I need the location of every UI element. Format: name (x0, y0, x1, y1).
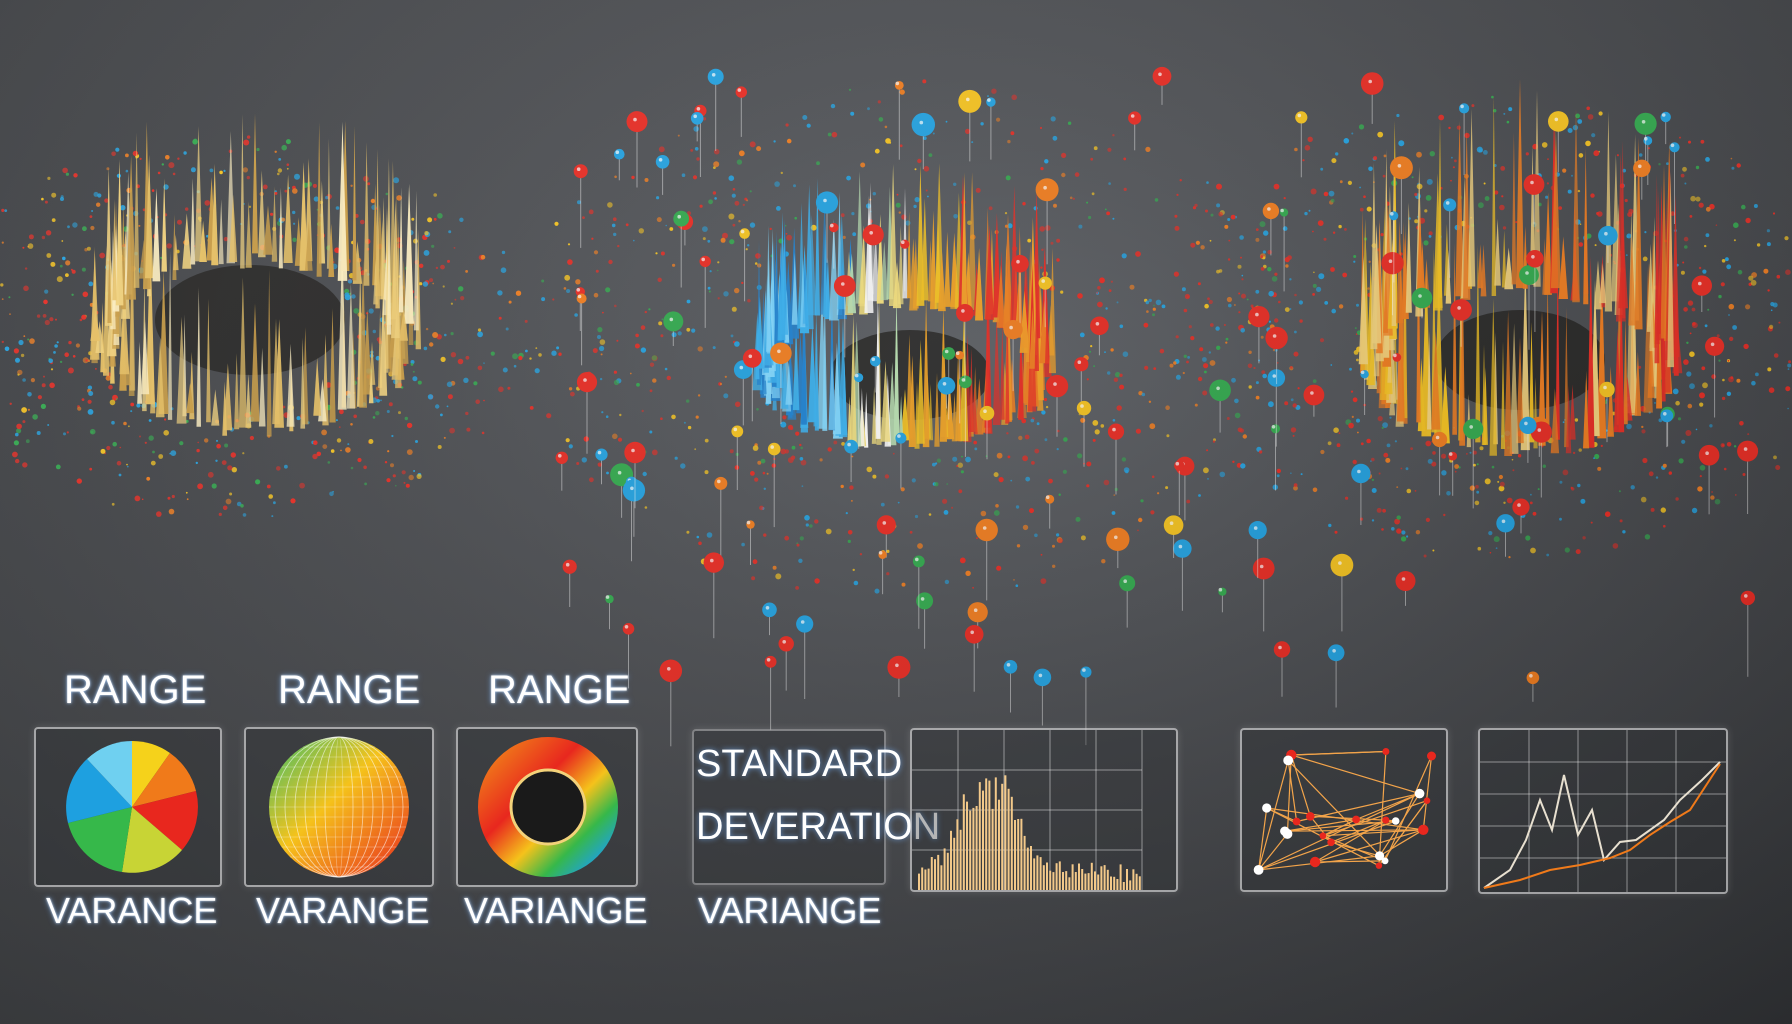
network-node (1280, 826, 1290, 836)
line-chart-card (1478, 728, 1728, 894)
network-node (1292, 817, 1301, 826)
line-chart-icon (1480, 730, 1726, 892)
network-node (1427, 751, 1436, 761)
variance-label-3: VARIANGE (464, 890, 648, 931)
network-node (1423, 797, 1431, 804)
donut-ring-icon (478, 737, 618, 877)
mesh-sphere-icon (269, 736, 409, 878)
network-node (1352, 815, 1360, 824)
network-node (1382, 748, 1390, 755)
network-node (1382, 816, 1390, 824)
network-node (1319, 832, 1327, 840)
network-node (1253, 865, 1264, 875)
variance-label-4: VARIANGE (698, 890, 882, 931)
pie-chart-icon (66, 741, 198, 873)
network-graph-icon (1253, 748, 1436, 875)
network-node (1306, 812, 1315, 821)
network-node (1283, 755, 1294, 766)
network-node (1327, 838, 1335, 847)
variance-label-1: VARANCE (46, 890, 218, 931)
range-label-1: RANGE (64, 668, 207, 712)
histogram-icon (912, 730, 1143, 890)
network-node (1262, 803, 1272, 813)
network-node (1391, 817, 1400, 825)
network-node (1375, 851, 1385, 861)
donut-ring-card (456, 727, 638, 887)
mesh-sphere-card (244, 727, 434, 887)
network-node (1414, 788, 1425, 799)
histogram-card (910, 728, 1178, 892)
network-card (1240, 728, 1448, 892)
deveration-label: DEVERATION (696, 806, 941, 848)
network-node (1375, 862, 1383, 869)
standard-label: STANDARD (696, 743, 903, 785)
network-node (1309, 856, 1321, 868)
range-label-3: RANGE (488, 668, 631, 712)
network-node (1418, 824, 1429, 835)
standard-deviation-card (692, 729, 886, 885)
variance-label-2: VARANGE (256, 890, 430, 931)
range-label-2: RANGE (278, 668, 421, 712)
pie-chart-card (34, 727, 222, 887)
network-node (1381, 857, 1389, 865)
